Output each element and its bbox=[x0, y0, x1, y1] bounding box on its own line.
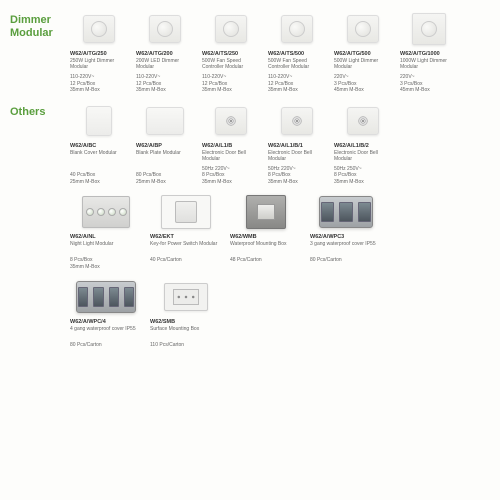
product-card: W62/A/WPC/44 gang waterproof cover IP55 8… bbox=[70, 278, 142, 349]
product-sku: W62/A/L1/B/1 bbox=[268, 143, 326, 149]
product-sku: W62/A/TS/500 bbox=[268, 51, 326, 57]
section-row: Others W62/A/BCBlank Cover Modular 40 Pcs… bbox=[10, 102, 490, 186]
product-name: Electronic Door Bell Modular bbox=[202, 150, 260, 162]
items-col: W62/A/BCBlank Cover Modular 40 Pcs/Box 2… bbox=[70, 102, 490, 186]
product-spec: 220V~ 3 Pcs/Box 45mm M-Box bbox=[400, 74, 458, 94]
product-card: W62/A/BPBlank Plate Modular 80 Pcs/Box 2… bbox=[136, 102, 194, 186]
product-image bbox=[150, 193, 222, 231]
product-spec: 110-220V~ 12 Pcs/Box 35mm M-Box bbox=[70, 74, 128, 94]
section-title-col: Dimmer Modular bbox=[10, 10, 62, 46]
product-spec: 80 Pcs/Box 25mm M-Box bbox=[136, 166, 194, 186]
product-name: 500W Light Dimmer Modular bbox=[334, 58, 392, 70]
section-title: Dimmer Modular bbox=[10, 14, 62, 40]
product-image bbox=[202, 10, 260, 48]
product-card: W62/A/TG/500500W Light Dimmer Modular 220… bbox=[334, 10, 392, 94]
product-image bbox=[202, 102, 260, 140]
product-spec: 80 Pcs/Carton bbox=[70, 342, 142, 349]
product-card: W62/A/WPC33 gang waterproof cover IP55 80… bbox=[310, 193, 382, 270]
product-spec: 50Hz 220V~ 8 Pcs/Box 35mm M-Box bbox=[202, 166, 260, 186]
product-name: Blank Plate Modular bbox=[136, 150, 194, 162]
product-spec: 50Hz 250V~ 8 Pcs/Box 35mm M-Box bbox=[334, 166, 392, 186]
product-name: Key-for Power Switch Modular bbox=[150, 241, 222, 253]
product-sku: W62/A/TG/500 bbox=[334, 51, 392, 57]
product-card: W62/SMBSurface Mounting Box 110 Pcs/Carto… bbox=[150, 278, 222, 349]
product-image bbox=[136, 10, 194, 48]
product-image bbox=[150, 278, 222, 316]
product-spec: 110 Pcs/Carton bbox=[150, 342, 222, 349]
items-col: W62/A/WPC/44 gang waterproof cover IP55 8… bbox=[70, 278, 490, 349]
items-col: W62/A/NLNight Light Modular 8 Pcs/Box 35m… bbox=[70, 193, 490, 270]
section-row: Dimmer Modular W62/A/TG/250250W Light Dim… bbox=[10, 10, 490, 94]
product-spec: 80 Pcs/Carton bbox=[310, 257, 382, 264]
product-card: W62/WMBWaterproof Mounting Box 48 Pcs/Car… bbox=[230, 193, 302, 270]
product-name: 3 gang waterproof cover IP55 bbox=[310, 241, 382, 253]
product-sku: W62/A/WPC/4 bbox=[70, 319, 142, 325]
product-card: W62/A/TS/500500W Fan Speed Controller Mo… bbox=[268, 10, 326, 94]
product-card: W62/A/L1/BElectronic Door Bell Modular 50… bbox=[202, 102, 260, 186]
product-sku: W62/A/TG/1000 bbox=[400, 51, 458, 57]
catalog-root: Dimmer Modular W62/A/TG/250250W Light Dim… bbox=[10, 10, 490, 349]
product-image bbox=[230, 193, 302, 231]
product-image bbox=[268, 10, 326, 48]
product-name: 500W Fan Speed Controller Modular bbox=[268, 58, 326, 70]
product-sku: W62/WMB bbox=[230, 234, 302, 240]
product-spec: 50Hz 220V~ 8 Pcs/Box 35mm M-Box bbox=[268, 166, 326, 186]
product-spec: 110-220V~ 12 Pcs/Box 35mm M-Box bbox=[202, 74, 260, 94]
product-image bbox=[70, 10, 128, 48]
product-image bbox=[400, 10, 458, 48]
product-sku: W62/A/NL bbox=[70, 234, 142, 240]
product-image bbox=[136, 102, 194, 140]
product-name: Waterproof Mounting Box bbox=[230, 241, 302, 253]
product-sku: W62/EKT bbox=[150, 234, 222, 240]
section-title-col: Others bbox=[10, 102, 62, 125]
product-image bbox=[310, 193, 382, 231]
product-sku: W62/A/TG/250 bbox=[70, 51, 128, 57]
product-name: Blank Cover Modular bbox=[70, 150, 128, 162]
product-sku: W62/A/TG/200 bbox=[136, 51, 194, 57]
section-row: W62/A/WPC/44 gang waterproof cover IP55 8… bbox=[10, 278, 490, 349]
product-name: 1000W Light Dimmer Modular bbox=[400, 58, 458, 70]
product-card: W62/EKTKey-for Power Switch Modular 40 Pc… bbox=[150, 193, 222, 270]
product-name: Night Light Modular bbox=[70, 241, 142, 253]
product-sku: W62/SMB bbox=[150, 319, 222, 325]
product-spec: 110-220V~ 12 Pcs/Box 35mm M-Box bbox=[268, 74, 326, 94]
product-card: W62/A/L1/B/1Electronic Door Bell Modular… bbox=[268, 102, 326, 186]
product-name: 500W Fan Speed Controller Modular bbox=[202, 58, 260, 70]
product-card: W62/A/TG/10001000W Light Dimmer Modular 2… bbox=[400, 10, 458, 94]
product-card: W62/A/L1/B/2Electronic Door Bell Modular… bbox=[334, 102, 392, 186]
product-spec: 40 Pcs/Carton bbox=[150, 257, 222, 264]
product-sku: W62/A/WPC3 bbox=[310, 234, 382, 240]
product-image bbox=[268, 102, 326, 140]
product-spec: 40 Pcs/Box 25mm M-Box bbox=[70, 166, 128, 186]
product-image bbox=[70, 102, 128, 140]
product-image bbox=[70, 278, 142, 316]
product-sku: W62/A/BP bbox=[136, 143, 194, 149]
product-sku: W62/A/BC bbox=[70, 143, 128, 149]
section-row: W62/A/NLNight Light Modular 8 Pcs/Box 35m… bbox=[10, 193, 490, 270]
product-sku: W62/A/L1/B bbox=[202, 143, 260, 149]
product-sku: W62/A/TS/250 bbox=[202, 51, 260, 57]
product-spec: 8 Pcs/Box 35mm M-Box bbox=[70, 257, 142, 270]
product-image bbox=[334, 102, 392, 140]
product-card: W62/A/BCBlank Cover Modular 40 Pcs/Box 2… bbox=[70, 102, 128, 186]
product-spec: 48 Pcs/Carton bbox=[230, 257, 302, 264]
section-title: Others bbox=[10, 106, 62, 119]
product-spec: 220V~ 3 Pcs/Box 45mm M-Box bbox=[334, 74, 392, 94]
product-card: W62/A/TS/250500W Fan Speed Controller Mo… bbox=[202, 10, 260, 94]
product-name: 200W LED Dimmer Modular bbox=[136, 58, 194, 70]
product-sku: W62/A/L1/B/2 bbox=[334, 143, 392, 149]
product-name: Electronic Door Bell Modular bbox=[334, 150, 392, 162]
product-name: Electronic Door Bell Modular bbox=[268, 150, 326, 162]
product-card: W62/A/TG/250250W Light Dimmer Modular 110… bbox=[70, 10, 128, 94]
product-image bbox=[70, 193, 142, 231]
product-name: 4 gang waterproof cover IP55 bbox=[70, 326, 142, 338]
items-col: W62/A/TG/250250W Light Dimmer Modular 110… bbox=[70, 10, 490, 94]
product-image bbox=[334, 10, 392, 48]
product-card: W62/A/NLNight Light Modular 8 Pcs/Box 35m… bbox=[70, 193, 142, 270]
product-card: W62/A/TG/200200W LED Dimmer Modular 110-2… bbox=[136, 10, 194, 94]
product-spec: 110-220V~ 12 Pcs/Box 35mm M-Box bbox=[136, 74, 194, 94]
product-name: Surface Mounting Box bbox=[150, 326, 222, 338]
product-name: 250W Light Dimmer Modular bbox=[70, 58, 128, 70]
